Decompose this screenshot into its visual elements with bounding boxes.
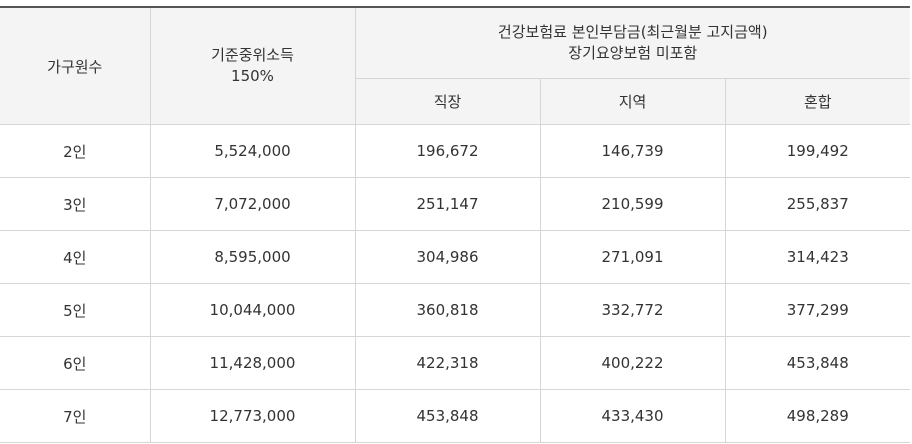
header-median-income: 기준중위소득 150% <box>149 6 356 125</box>
cell-mixed: 314,423 <box>724 230 911 284</box>
cell-household: 2인 <box>0 124 151 178</box>
cell-income: 8,595,000 <box>149 230 356 284</box>
cell-household: 6인 <box>0 336 151 390</box>
header-row: 가구원수 기준중위소득 150% 건강보험료 본인부담금(최근월분 고지금액) … <box>0 6 911 125</box>
cell-income: 10,044,000 <box>149 283 356 337</box>
cell-household: 5인 <box>0 283 151 337</box>
table-row: 4인 8,595,000 304,986 271,091 314,423 <box>0 230 911 284</box>
cell-employee: 422,318 <box>354 336 541 390</box>
cell-income: 11,428,000 <box>149 336 356 390</box>
cell-employee: 304,986 <box>354 230 541 284</box>
cell-regional: 332,772 <box>539 283 726 337</box>
header-household-size: 가구원수 <box>0 6 151 125</box>
table-header: 가구원수 기준중위소득 150% 건강보험료 본인부담금(최근월분 고지금액) … <box>0 6 911 125</box>
cell-regional: 433,430 <box>539 389 726 443</box>
table-row: 5인 10,044,000 360,818 332,772 377,299 <box>0 283 911 337</box>
table-row: 2인 5,524,000 196,672 146,739 199,492 <box>0 124 911 178</box>
header-household-size-label: 가구원수 <box>47 57 103 76</box>
cell-regional: 271,091 <box>539 230 726 284</box>
table-row: 7인 12,773,000 453,848 433,430 498,289 <box>0 389 911 443</box>
table-row: 3인 7,072,000 251,147 210,599 255,837 <box>0 177 911 231</box>
table-body: 2인 5,524,000 196,672 146,739 199,492 3인 … <box>0 124 911 443</box>
cell-mixed: 377,299 <box>724 283 911 337</box>
cell-income: 5,524,000 <box>149 124 356 178</box>
header-premium-line2: 장기요양보험 미포함 <box>568 44 698 62</box>
cell-regional: 400,222 <box>539 336 726 390</box>
cell-mixed: 199,492 <box>724 124 911 178</box>
cell-employee: 453,848 <box>354 389 541 443</box>
cell-regional: 210,599 <box>539 177 726 231</box>
cell-employee: 251,147 <box>354 177 541 231</box>
cell-income: 12,773,000 <box>149 389 356 443</box>
header-employee: 직장 <box>355 78 541 125</box>
cell-employee: 360,818 <box>354 283 541 337</box>
table-row: 6인 11,428,000 422,318 400,222 453,848 <box>0 336 911 390</box>
cell-employee: 196,672 <box>354 124 541 178</box>
header-median-income-line2: 150% <box>231 67 274 85</box>
cell-income: 7,072,000 <box>149 177 356 231</box>
header-premium-line1: 건강보험료 본인부담금(최근월분 고지금액) <box>497 23 768 41</box>
cell-household: 7인 <box>0 389 151 443</box>
cell-mixed: 255,837 <box>724 177 911 231</box>
cell-mixed: 453,848 <box>724 336 911 390</box>
cell-household: 3인 <box>0 177 151 231</box>
cell-regional: 146,739 <box>539 124 726 178</box>
header-median-income-line1: 기준중위소득 <box>211 46 294 64</box>
header-mixed: 혼합 <box>724 78 911 125</box>
cell-mixed: 498,289 <box>724 389 911 443</box>
header-premium: 건강보험료 본인부담금(최근월분 고지금액) 장기요양보험 미포함 <box>354 6 911 79</box>
cell-household: 4인 <box>0 230 151 284</box>
header-regional: 지역 <box>539 78 726 125</box>
insurance-premium-table: 가구원수 기준중위소득 150% 건강보험료 본인부담금(최근월분 고지금액) … <box>0 6 911 443</box>
